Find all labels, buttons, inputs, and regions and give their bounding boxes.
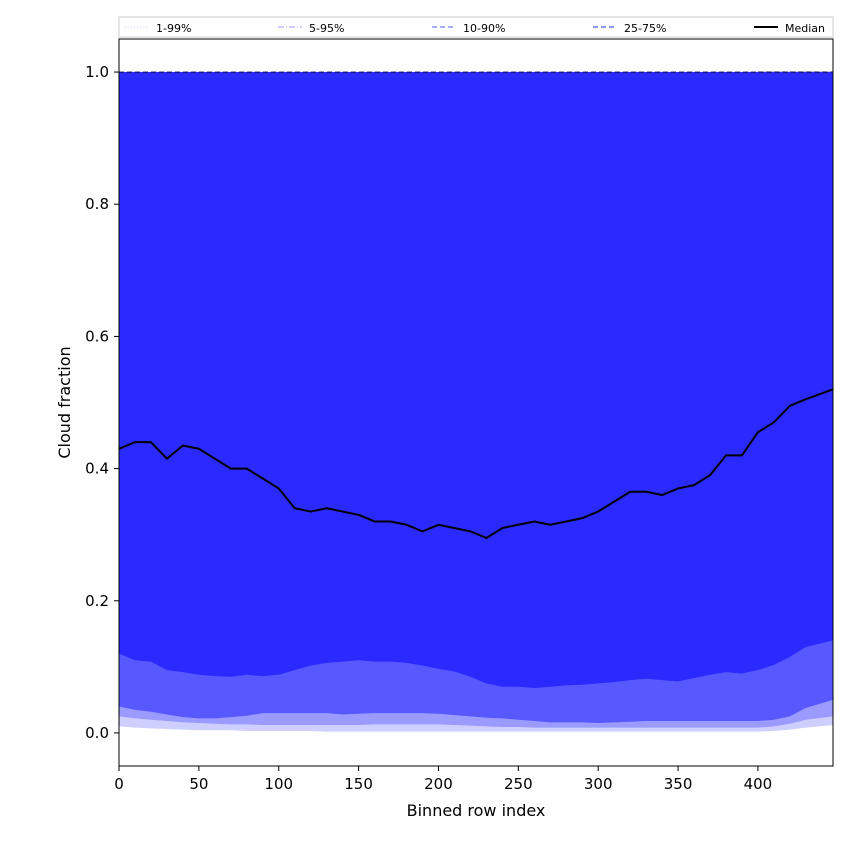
x-axis-label: Binned row index <box>407 801 546 820</box>
legend-label: Median <box>785 22 825 35</box>
y-tick-label: 0.6 <box>85 327 109 345</box>
x-tick-label: 200 <box>424 775 453 793</box>
series-layer <box>118 388 834 539</box>
y-tick-label: 0.4 <box>85 460 109 478</box>
y-tick-label: 0.8 <box>85 195 109 213</box>
x-axis-ticks: 0 50 100 150 200 250 300 350 400 <box>114 766 772 793</box>
x-tick-label: 400 <box>744 775 773 793</box>
y-tick-label: 0.2 <box>85 592 109 610</box>
y-tick-label: 0.0 <box>85 724 109 742</box>
legend-label: 5-95% <box>309 22 344 35</box>
band-25-75% <box>119 72 833 689</box>
legend-label: 10-90% <box>463 22 505 35</box>
x-tick-label: 300 <box>584 775 613 793</box>
bands-layer <box>118 71 833 732</box>
series-line-median <box>118 388 834 539</box>
x-tick-label: 50 <box>189 775 208 793</box>
y-tick-label: 1.0 <box>85 63 109 81</box>
legend: 1-99% 5-95% 10-90% 25-75% Median <box>118 16 834 38</box>
x-tick-label: 100 <box>264 775 293 793</box>
y-axis-label: Cloud fraction <box>55 346 74 458</box>
y-axis-ticks: 0.0 0.2 0.4 0.6 0.8 1.0 <box>85 63 119 742</box>
x-tick-label: 0 <box>114 775 124 793</box>
x-tick-label: 150 <box>344 775 373 793</box>
legend-label: 1-99% <box>156 22 191 35</box>
legend-frame <box>118 16 834 38</box>
x-tick-label: 250 <box>504 775 533 793</box>
legend-label: 25-75% <box>624 22 666 35</box>
plot-frame <box>118 38 834 767</box>
x-tick-label: 350 <box>664 775 693 793</box>
